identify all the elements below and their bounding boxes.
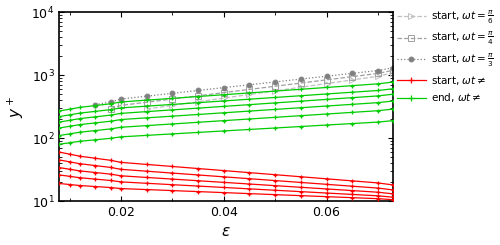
X-axis label: $\varepsilon$: $\varepsilon$ bbox=[222, 224, 231, 239]
Y-axis label: $y^+$: $y^+$ bbox=[6, 96, 26, 118]
Legend: start, $\omega t = \frac{\pi}{6}$, start, $\omega t = \frac{\pi}{4}$, start, $\o: start, $\omega t = \frac{\pi}{6}$, start… bbox=[396, 9, 494, 105]
